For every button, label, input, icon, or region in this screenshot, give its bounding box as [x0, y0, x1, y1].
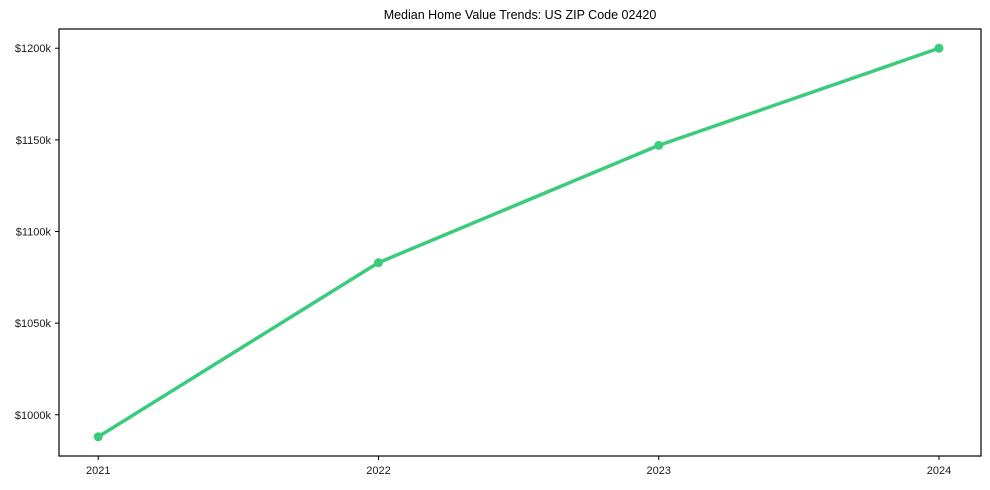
x-tick-label: 2022	[366, 465, 390, 477]
y-tick-label: $1200k	[15, 43, 52, 55]
y-tick-label: $1100k	[16, 227, 52, 239]
y-tick-label: $1150k	[16, 135, 52, 147]
y-tick-label: $1050k	[15, 318, 52, 330]
x-tick-label: 2021	[86, 465, 110, 477]
chart-title: Median Home Value Trends: US ZIP Code 02…	[383, 8, 657, 22]
x-tick-label: 2023	[646, 465, 670, 477]
x-tick-label: 2024	[927, 465, 951, 477]
data-point-marker	[934, 43, 944, 53]
y-tick-label: $1000k	[15, 410, 52, 422]
plot-border	[58, 28, 982, 457]
data-point-marker	[373, 258, 383, 268]
trend-line	[96, 46, 941, 439]
data-point-marker	[654, 140, 664, 150]
data-point-marker	[93, 432, 103, 442]
